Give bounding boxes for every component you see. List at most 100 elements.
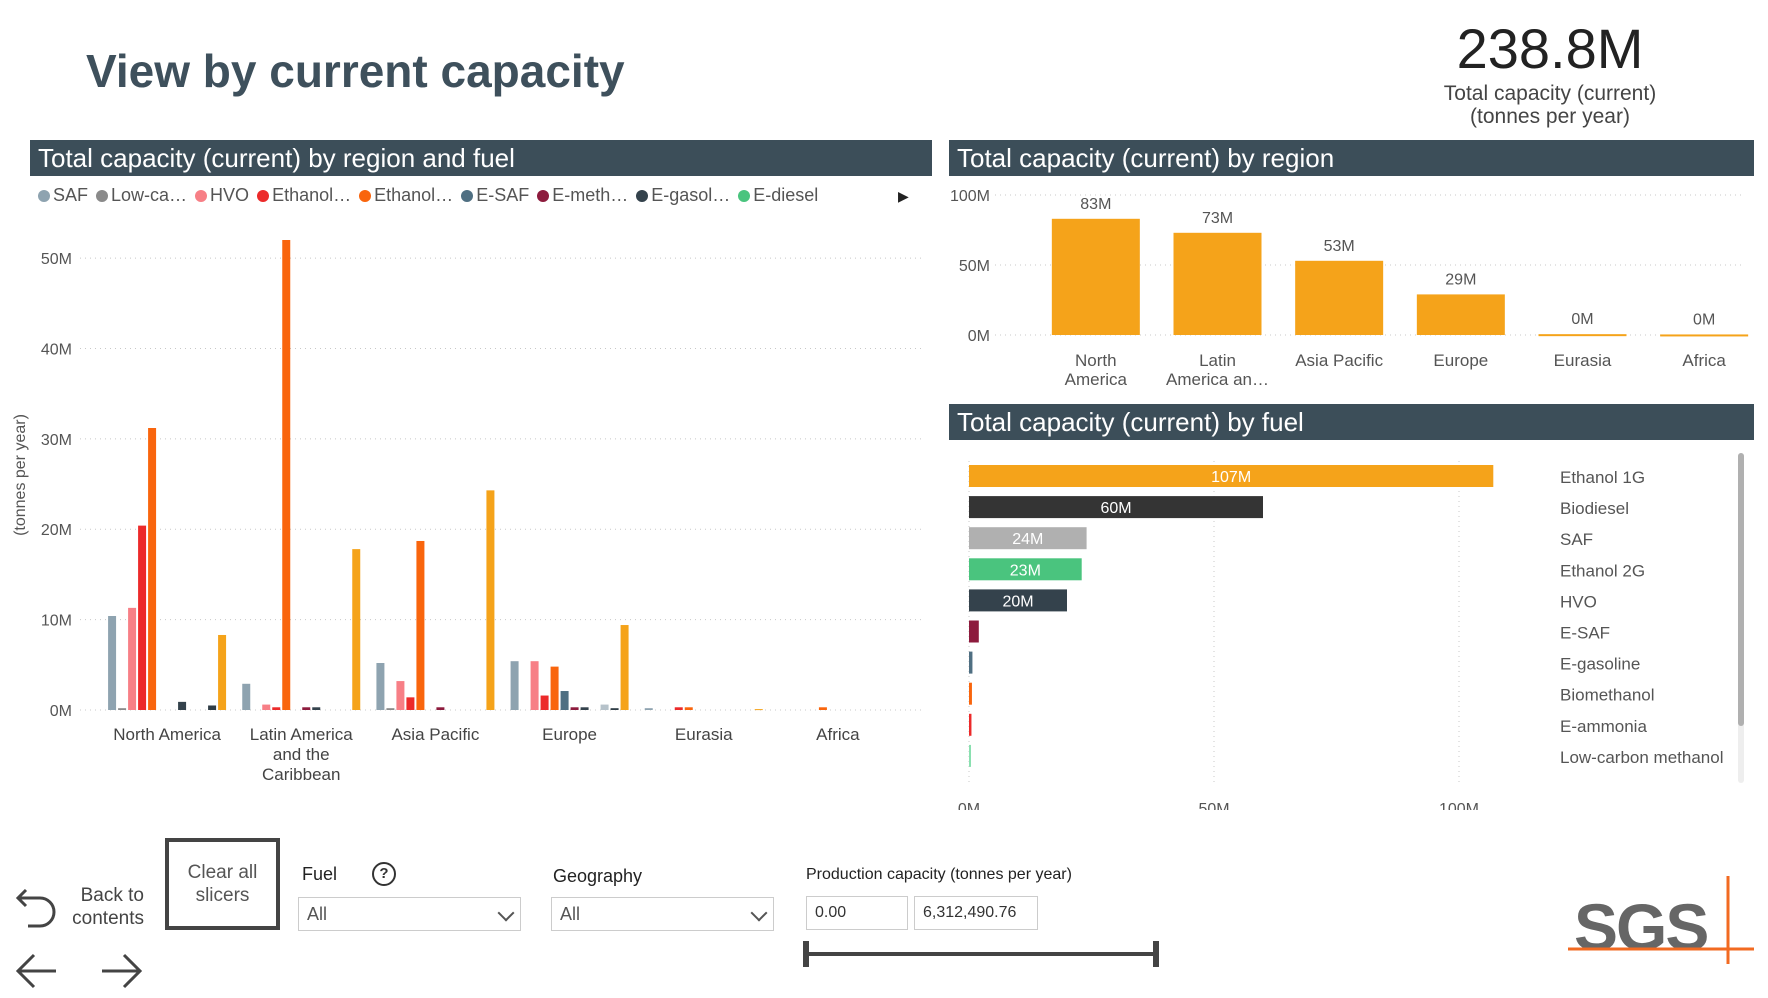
bar — [969, 744, 971, 767]
x-category-label: Europe — [542, 725, 597, 744]
legend-dot — [195, 190, 208, 202]
clear-label-line2: slicers — [195, 885, 250, 906]
next-page-arrow-icon[interactable] — [98, 950, 146, 992]
bar — [969, 589, 1067, 612]
y-category-label: Ethanol 1G — [1560, 468, 1645, 487]
region-chart-header: Total capacity (current) by region — [949, 140, 1754, 176]
x-category-label: Europe — [1433, 351, 1488, 370]
legend-item[interactable]: Ethanol… — [359, 185, 453, 206]
sgs-logo-text: SGS — [1574, 890, 1707, 964]
range-slider-track — [806, 952, 1158, 956]
legend-item[interactable]: E-diesel — [738, 185, 818, 206]
bar — [386, 708, 395, 710]
bar — [1051, 218, 1140, 335]
bar — [510, 661, 519, 710]
geography-dropdown[interactable]: All — [551, 897, 774, 931]
legend-item[interactable]: Ethanol… — [257, 185, 351, 206]
bar — [684, 707, 693, 710]
bar — [969, 682, 972, 705]
x-category-label: North America — [113, 725, 221, 744]
legend-item[interactable]: SAF — [38, 185, 88, 206]
previous-page-arrow-icon[interactable] — [12, 950, 60, 992]
bar — [600, 704, 609, 710]
back-label-line2: contents — [72, 908, 144, 929]
bar — [540, 695, 549, 710]
data-label: 0M — [1693, 311, 1715, 328]
kpi-total-capacity: 238.8M — [1456, 17, 1644, 80]
x-category-label: Eurasia — [1554, 351, 1612, 370]
bar — [560, 691, 569, 710]
y-tick-label: 50M — [41, 251, 72, 268]
legend-label: E-meth… — [552, 185, 629, 205]
bar — [376, 663, 385, 710]
bar — [969, 713, 972, 736]
legend-item[interactable]: HVO — [195, 185, 249, 206]
x-category-label: Asia Pacific — [1295, 351, 1383, 370]
x-category-label: Africa — [816, 725, 860, 744]
legend-dot — [537, 190, 550, 202]
legend-label: Low-ca… — [111, 185, 188, 205]
fuel-chart: 0M 50M 100M 107M Ethanol 1G 60M Biodiesel 24M SA… — [958, 453, 1744, 810]
legend-item[interactable]: E-meth… — [537, 185, 628, 206]
range-slider-max-handle[interactable] — [1153, 941, 1159, 967]
back-to-contents-icon[interactable] — [14, 882, 60, 930]
bar — [1416, 294, 1505, 335]
data-label: 24M — [1012, 531, 1043, 548]
chart-legend: SAF Low-ca… HVO Ethanol… Ethanol… E-SAF E-meth… — [38, 185, 918, 211]
legend-item[interactable]: E-SAF — [461, 185, 529, 206]
back-label-line1: Back to — [80, 885, 144, 906]
y-category-label: Low-carbon methanol — [1560, 748, 1723, 767]
bar — [550, 666, 559, 710]
x-category-label: America an… — [1166, 370, 1269, 389]
legend-dot — [257, 190, 270, 202]
y-tick-label: 20M — [41, 522, 72, 539]
scrollbar-thumb — [1738, 453, 1744, 726]
x-category-label: Eurasia — [675, 725, 733, 744]
range-slider-min-handle[interactable] — [803, 941, 809, 967]
data-label: 29M — [1445, 271, 1476, 288]
y-category-label: SAF — [1560, 530, 1593, 549]
bar — [148, 428, 157, 710]
kpi-label-line2: (tonnes per year) — [1470, 105, 1630, 128]
y-category-label: HVO — [1560, 592, 1597, 611]
chevron-down-icon — [750, 904, 768, 922]
y-category-label: Ethanol 2G — [1560, 561, 1645, 580]
legend-label: HVO — [210, 185, 250, 205]
bar — [352, 549, 361, 710]
x-category-label: Caribbean — [262, 765, 340, 784]
fuel-help-icon[interactable]: ? — [372, 862, 396, 886]
legend-label: Ethanol… — [272, 185, 352, 205]
legend-item[interactable]: E-gasol… — [636, 185, 730, 206]
data-label: 73M — [1202, 210, 1233, 227]
bar — [208, 705, 217, 710]
data-label: 20M — [1002, 593, 1033, 610]
clear-all-slicers-button[interactable]: Clear all slicers — [165, 838, 280, 930]
geography-slicer-label: Geography — [553, 866, 643, 886]
x-tick-label: 50M — [1198, 801, 1229, 810]
bar — [416, 540, 425, 710]
y-tick-label: 0M — [50, 703, 72, 720]
bar — [969, 620, 979, 643]
back-to-contents-link[interactable]: Back to contents — [70, 884, 144, 930]
legend-dot — [461, 190, 474, 202]
y-category-label: Biodiesel — [1560, 499, 1629, 518]
legend-next-arrow-icon[interactable]: ▶ — [898, 188, 909, 204]
bar — [530, 661, 539, 710]
bar — [242, 683, 251, 710]
range-max-input[interactable]: 6,312,490.76 — [914, 896, 1038, 930]
legend-item[interactable]: Low-ca… — [96, 185, 187, 206]
legend-label: Ethanol… — [374, 185, 454, 205]
x-category-label: Africa — [1682, 351, 1726, 370]
bar — [272, 707, 281, 710]
y-category-label: E-SAF — [1560, 624, 1610, 643]
data-label: 107M — [1211, 469, 1251, 486]
fuel-dropdown[interactable]: All — [298, 897, 521, 931]
region-fuel-chart: 0M 10M 20M 30M 40M 50M (tonnes per year) North … — [12, 240, 925, 784]
y-category-label: E-gasoline — [1560, 655, 1640, 674]
bar — [969, 651, 973, 674]
bar — [1295, 260, 1384, 335]
range-min-input[interactable]: 0.00 — [806, 896, 908, 930]
bar — [218, 634, 227, 710]
x-tick-label: 100M — [1439, 801, 1479, 810]
x-tick-label: 0M — [958, 801, 980, 810]
